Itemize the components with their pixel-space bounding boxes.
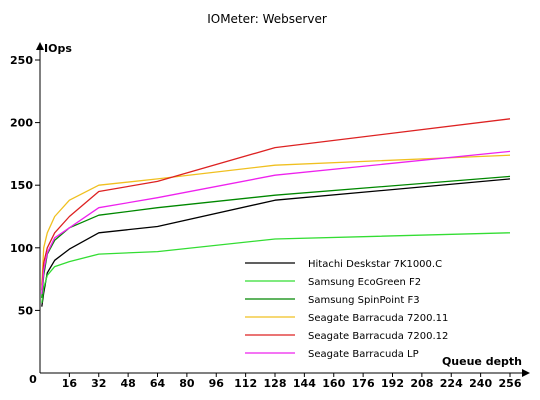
series-line-6: [41, 150, 511, 295]
y-axis-arrow: [36, 42, 44, 50]
x-tick-label: 160: [322, 377, 345, 390]
legend-label: Samsung EcoGreen F2: [308, 277, 421, 288]
x-tick-label: 192: [381, 377, 404, 390]
x-tick-label: 64: [150, 377, 166, 390]
x-tick-label: 224: [440, 377, 463, 390]
y-tick-label: 200: [10, 117, 33, 130]
series-line-3: [41, 175, 511, 298]
legend-label: Seagate Barracuda 7200.11: [308, 313, 448, 324]
y-tick-label: 50: [18, 304, 34, 317]
y-tick-label: 250: [10, 54, 33, 67]
legend: Hitachi Deskstar 7K1000.C Samsung EcoGree…: [245, 259, 448, 360]
x-tick-label: 240: [469, 377, 492, 390]
x-tick-label: 144: [293, 377, 316, 390]
x-tick-label: 176: [352, 377, 375, 390]
y-tick-label: 150: [10, 179, 33, 192]
legend-label: Samsung SpinPoint F3: [308, 295, 420, 306]
x-tick-label: 128: [264, 377, 287, 390]
series-line-2: [41, 232, 511, 303]
x-tick-label: 48: [120, 377, 135, 390]
origin-label: 0: [29, 373, 37, 386]
x-tick-label: 112: [234, 377, 257, 390]
x-tick-label: 32: [91, 377, 106, 390]
legend-label: Hitachi Deskstar 7K1000.C: [308, 259, 442, 270]
x-axis-arrow: [522, 369, 530, 377]
axes: IOps Queue depth 50 100 150 200 250 16 32 48 64 80 9…: [10, 42, 530, 390]
y-tick-label: 100: [10, 242, 33, 255]
series-line-5: [41, 118, 511, 291]
y-axis-title: IOps: [44, 42, 72, 55]
series-layer: [41, 118, 511, 307]
x-tick-label: 16: [62, 377, 78, 390]
x-axis-title: Queue depth: [442, 355, 522, 368]
x-tick-label: 256: [499, 377, 522, 390]
legend-label: Seagate Barracuda LP: [308, 349, 419, 360]
legend-label: Seagate Barracuda 7200.12: [308, 331, 448, 342]
chart-title: IOMeter: Webserver: [207, 12, 327, 26]
x-tick-label: 208: [410, 377, 433, 390]
series-line-4: [41, 154, 511, 286]
x-tick-label: 96: [209, 377, 225, 390]
series-line-1: [41, 178, 511, 307]
x-tick-label: 80: [179, 377, 195, 390]
